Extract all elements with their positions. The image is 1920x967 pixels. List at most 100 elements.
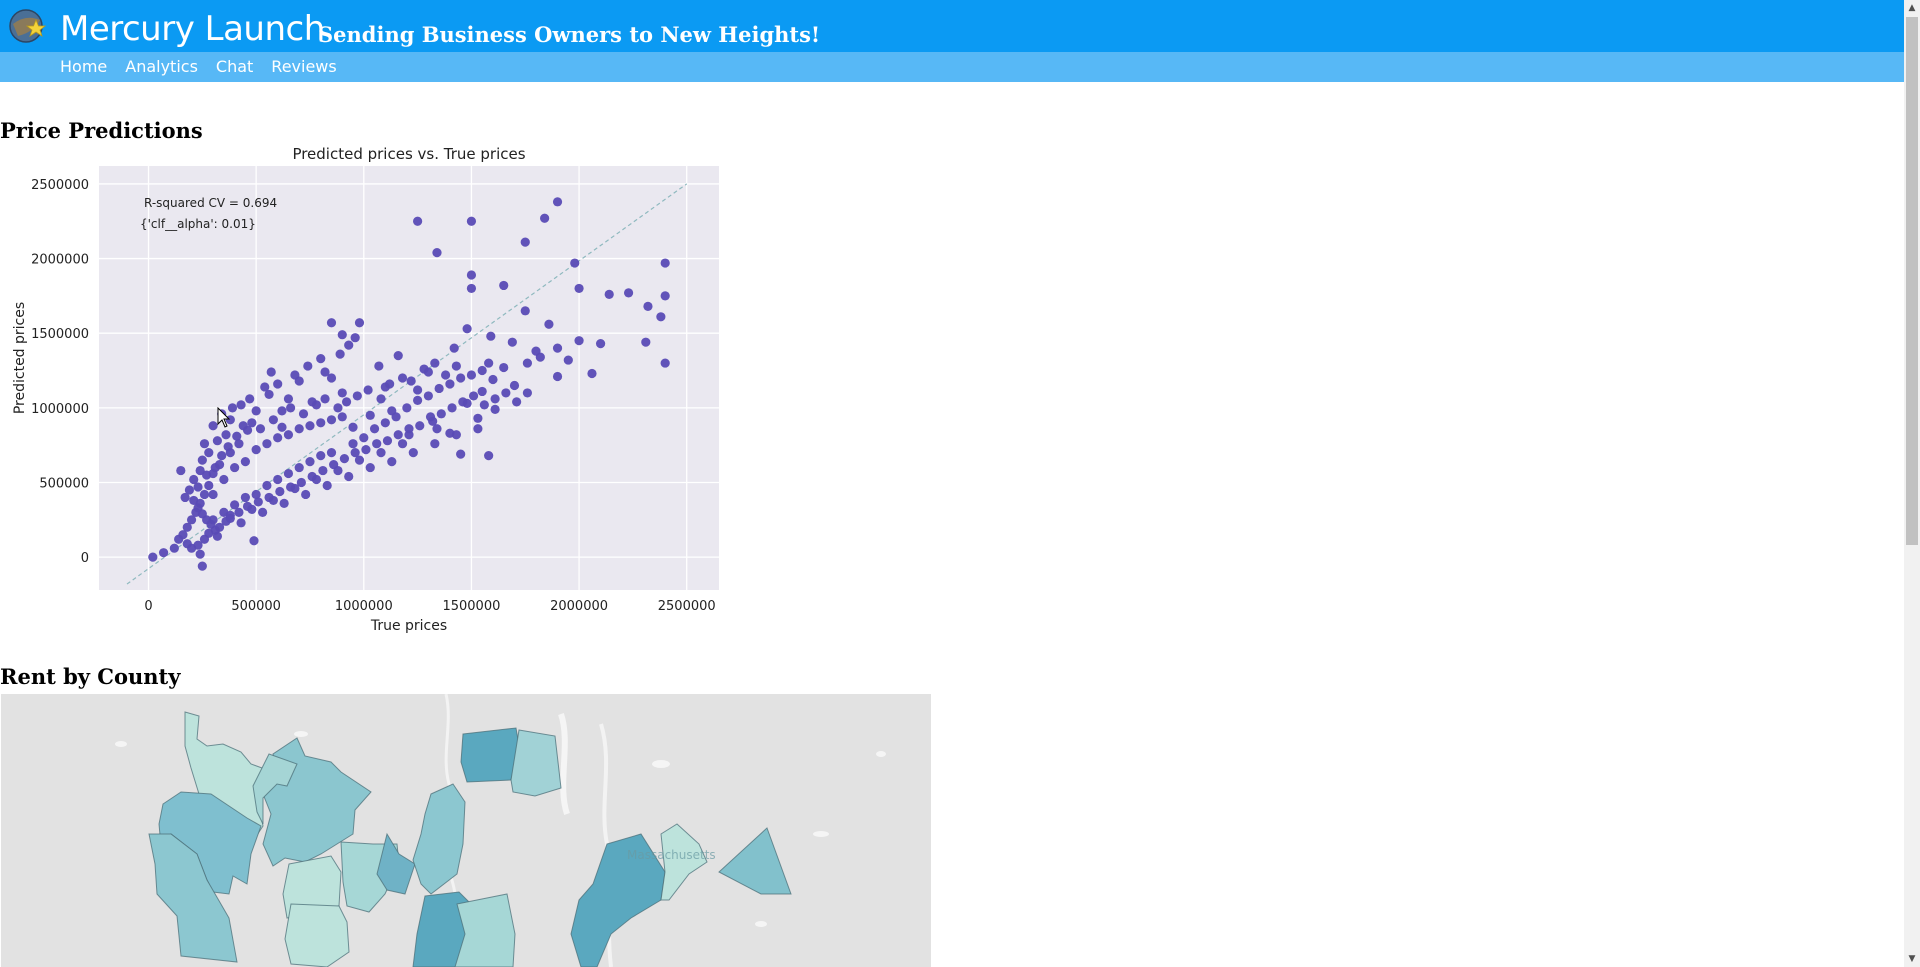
data-point [387,457,397,467]
county-shapes [148,711,792,967]
county-region[interactable] [454,893,516,967]
data-point [333,403,343,413]
data-point [277,406,287,416]
data-point [531,346,541,356]
county-region[interactable] [284,903,350,967]
data-point [363,385,373,395]
data-point [468,391,479,401]
data-point [404,424,414,434]
vertical-scrollbar[interactable]: ▲ ▼ [1904,0,1920,967]
scroll-down-icon[interactable]: ▼ [1908,954,1916,964]
data-point [352,391,362,401]
data-point [477,386,487,397]
data-point [234,507,244,517]
county-rent-map[interactable]: Massachusetts [1,694,931,967]
x-axis-label: True prices [370,618,447,634]
data-point [337,388,347,398]
nav-chat-link[interactable]: Chat [215,57,254,76]
data-point [451,361,461,371]
data-point [391,412,401,422]
nav-reviews-link[interactable]: Reviews [271,57,337,76]
data-point [423,391,433,401]
data-point [451,430,461,440]
data-point [305,457,315,467]
data-point [337,412,347,422]
data-point [208,489,218,500]
data-point [440,370,451,380]
data-point [643,301,653,311]
county-region[interactable] [252,753,298,825]
y-tick-label: 1500000 [31,327,89,342]
data-point [361,445,371,455]
data-point [393,351,403,361]
data-point [382,436,393,446]
data-point [318,465,328,476]
app-title[interactable]: Mercury Launch [60,9,325,49]
data-point [311,400,322,410]
data-point [365,410,375,420]
x-tick-label: 2500000 [658,599,716,614]
data-point [544,319,554,329]
data-point [488,374,498,385]
data-point [249,536,259,546]
scroll-up-icon[interactable]: ▲ [1908,3,1916,13]
county-region[interactable] [570,833,666,967]
data-point [283,468,294,479]
y-tick-label: 0 [81,551,89,566]
data-point [253,497,263,507]
planet-star-logo-icon[interactable] [8,6,48,46]
data-point [273,433,283,443]
data-point [199,534,210,544]
data-point [197,455,207,465]
data-point [486,331,496,341]
county-region[interactable] [412,783,466,895]
data-point [234,439,244,449]
x-tick-label: 1000000 [335,599,393,614]
data-point [507,337,517,347]
data-point [408,448,418,458]
data-point [268,495,278,506]
data-point [197,561,207,571]
nav-home-link[interactable]: Home [60,57,108,76]
data-point [660,291,670,301]
data-point [348,422,358,432]
data-point [180,492,190,503]
brand-bar [0,0,1904,52]
county-region[interactable] [660,823,708,901]
data-point [202,470,212,480]
nav-analytics-link[interactable]: Analytics [125,57,198,76]
county-region[interactable] [510,729,562,797]
county-region[interactable] [148,833,238,963]
scrollbar-thumb[interactable] [1906,17,1918,545]
data-point [466,283,477,294]
rent-by-county-heading: Rent by County [0,664,181,689]
data-point [320,367,330,377]
county-region[interactable] [376,832,416,895]
data-point [372,439,382,449]
data-point [148,552,158,562]
x-tick-label: 1500000 [442,599,500,614]
data-point [413,395,423,405]
data-point [305,421,315,431]
data-point [604,289,614,299]
county-choropleth[interactable]: Massachusetts [1,694,931,967]
data-point [456,449,466,459]
data-point [344,471,354,482]
data-point [195,549,205,559]
data-point [208,421,218,431]
data-point [189,474,199,485]
data-point [445,379,455,389]
data-point [212,436,223,446]
data-point [512,397,522,407]
data-point [230,462,240,473]
data-point [402,403,412,413]
reference-line [126,183,688,585]
data-point [354,318,365,328]
data-point [266,367,276,377]
data-point [326,318,337,328]
data-point [333,465,343,476]
data-point [169,543,179,553]
county-region[interactable] [718,827,792,895]
county-region[interactable] [460,727,520,783]
data-point [262,439,272,449]
